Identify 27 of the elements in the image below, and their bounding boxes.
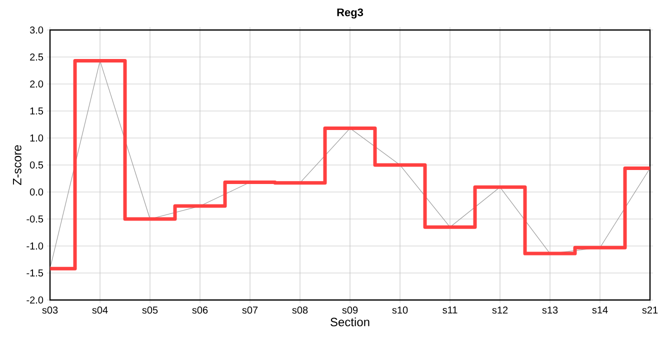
x-tick-label: s10 bbox=[392, 306, 408, 314]
x-axis-title: Section bbox=[330, 317, 370, 326]
x-tick-label: s04 bbox=[92, 306, 108, 314]
y-tick-label: 2.0 bbox=[30, 80, 44, 88]
x-tick-label: s14 bbox=[592, 306, 608, 314]
y-tick-label: -0.5 bbox=[26, 215, 44, 223]
x-tick-label: s13 bbox=[542, 306, 558, 314]
y-tick-label: 2.5 bbox=[30, 53, 44, 61]
x-tick-label: s07 bbox=[242, 306, 258, 314]
y-tick-label: 0.0 bbox=[30, 188, 44, 196]
y-tick-label: 3.0 bbox=[30, 26, 44, 34]
x-tick-label: s08 bbox=[292, 306, 308, 314]
y-tick-label: -1.0 bbox=[26, 242, 44, 250]
y-tick-label: 1.5 bbox=[30, 108, 44, 114]
x-tick-label: s03 bbox=[42, 306, 58, 314]
y-tick-label: -1.5 bbox=[26, 270, 44, 276]
y-tick-label: 0.5 bbox=[30, 161, 44, 169]
x-tick-label: s21 bbox=[642, 306, 658, 314]
x-tick-label: s09 bbox=[342, 306, 358, 314]
x-tick-label: s12 bbox=[492, 306, 508, 314]
chart-title: Reg3 bbox=[337, 8, 364, 18]
x-tick-label: s06 bbox=[192, 306, 208, 314]
y-axis-title: Z-score bbox=[13, 145, 22, 185]
y-tick-label: -2.0 bbox=[26, 296, 44, 304]
y-tick-label: 1.0 bbox=[30, 134, 44, 142]
x-tick-label: s11 bbox=[442, 306, 458, 314]
x-tick-label: s05 bbox=[142, 306, 158, 314]
